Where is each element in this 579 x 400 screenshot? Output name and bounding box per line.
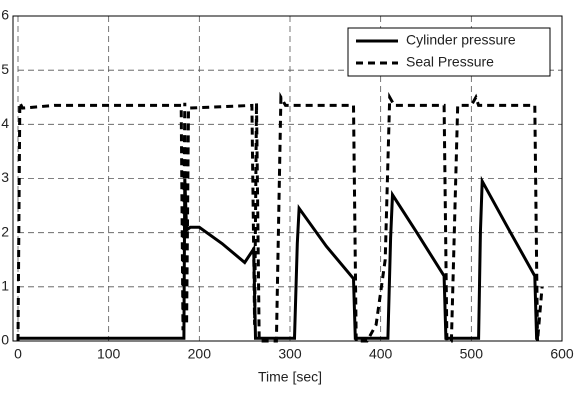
x-tick-label: 200 [188,346,212,362]
x-tick-label: 300 [278,346,302,362]
legend-label: Seal Pressure [406,54,494,70]
data-line [18,175,539,340]
x-tick-label: 0 [14,346,22,362]
y-tick-label: 0 [1,332,9,348]
y-tick-label: 6 [1,7,9,23]
legend-label: Cylinder pressure [406,32,516,48]
y-tick-label: 2 [1,223,9,239]
x-tick-label: 100 [97,346,121,362]
x-tick-label: 500 [460,346,484,362]
x-axis-label: Time [sec] [258,369,322,385]
y-tick-label: 5 [1,61,9,77]
x-tick-label: 400 [369,346,393,362]
data-line [16,91,544,343]
y-tick-label: 1 [1,278,9,294]
y-tick-label: 4 [1,115,9,131]
y-tick-label: 3 [1,169,9,185]
plot-frame [12,15,563,342]
legend-box [347,27,551,77]
x-tick-label: 600 [550,346,574,362]
